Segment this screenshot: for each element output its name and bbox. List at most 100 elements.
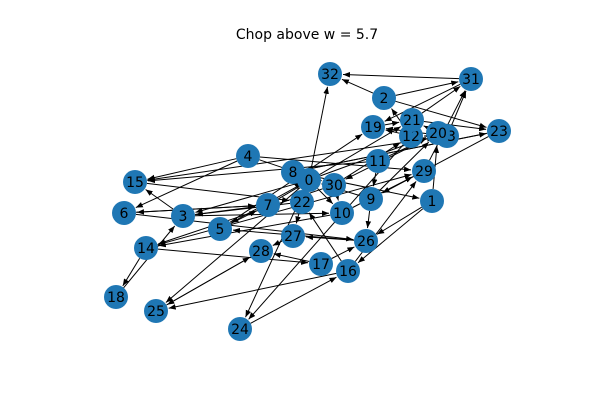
node-label-0: 0 — [305, 173, 314, 189]
node-label-25: 25 — [147, 304, 165, 320]
edge-13-31 — [451, 90, 467, 126]
node-circle-16[interactable] — [336, 259, 360, 283]
node-label-15: 15 — [126, 175, 144, 191]
node-circle-22[interactable] — [290, 190, 314, 214]
edge-31-32 — [342, 71, 460, 80]
node-label-11: 11 — [369, 154, 387, 170]
node-circle-14[interactable] — [134, 236, 158, 260]
edge-21-31 — [421, 85, 461, 114]
graph-node-2[interactable]: 2 — [372, 86, 396, 110]
graph-node-21[interactable]: 21 — [400, 108, 424, 132]
edge-4-15 — [147, 158, 237, 181]
edge-2-32 — [341, 78, 374, 94]
node-label-23: 23 — [490, 124, 508, 140]
graph-node-27[interactable]: 27 — [281, 224, 305, 248]
graph-node-8[interactable]: 8 — [281, 160, 305, 184]
edge-19-21 — [384, 120, 400, 127]
node-circle-17[interactable] — [309, 252, 333, 276]
graph-node-9[interactable]: 9 — [359, 187, 383, 211]
graph-node-3[interactable]: 3 — [171, 204, 195, 228]
node-circle-31[interactable] — [459, 67, 483, 91]
graph-node-14[interactable]: 14 — [134, 236, 158, 260]
node-circle-29[interactable] — [412, 159, 436, 183]
node-circle-10[interactable] — [330, 201, 354, 225]
node-label-27: 27 — [284, 229, 302, 245]
graph-node-23[interactable]: 23 — [487, 119, 511, 143]
edge-16-25 — [168, 272, 337, 310]
graph-node-5[interactable]: 5 — [208, 217, 232, 241]
node-circle-4[interactable] — [236, 144, 260, 168]
edge-30-10 — [333, 193, 340, 201]
graph-node-16[interactable]: 16 — [336, 259, 360, 283]
edge-14-29 — [157, 173, 412, 246]
graph-node-29[interactable]: 29 — [412, 159, 436, 183]
node-label-5: 5 — [216, 222, 225, 238]
node-circle-26[interactable] — [354, 229, 378, 253]
node-label-14: 14 — [137, 241, 155, 257]
edge-22-27 — [295, 213, 301, 224]
node-label-2: 2 — [380, 91, 389, 107]
graph-node-6[interactable]: 6 — [112, 201, 136, 225]
edge-0-10 — [317, 188, 334, 205]
node-circle-7[interactable] — [256, 193, 280, 217]
edge-14-18 — [122, 257, 141, 287]
node-circle-15[interactable] — [123, 170, 147, 194]
node-label-32: 32 — [321, 67, 339, 83]
graph-node-24[interactable]: 24 — [228, 317, 252, 341]
graph-node-26[interactable]: 26 — [354, 229, 378, 253]
graph-node-25[interactable]: 25 — [144, 299, 168, 323]
edge-16-22 — [308, 212, 342, 262]
graph-node-1[interactable]: 1 — [420, 189, 444, 213]
node-circle-3[interactable] — [171, 204, 195, 228]
node-circle-9[interactable] — [359, 187, 383, 211]
node-label-31: 31 — [462, 72, 480, 88]
edge-8-1 — [304, 174, 420, 200]
edge-9-26 — [365, 210, 372, 229]
graph-node-32[interactable]: 32 — [318, 62, 342, 86]
edge-20-21 — [423, 125, 432, 132]
node-circle-21[interactable] — [400, 108, 424, 132]
node-circle-27[interactable] — [281, 224, 305, 248]
node-circle-30[interactable] — [322, 173, 346, 197]
graph-node-28[interactable]: 28 — [249, 239, 273, 263]
node-circle-24[interactable] — [228, 317, 252, 341]
node-circle-25[interactable] — [144, 299, 168, 323]
edge-2-31 — [395, 80, 459, 96]
edge-17-26 — [331, 246, 355, 259]
edge-17-28 — [273, 252, 310, 262]
node-circle-32[interactable] — [318, 62, 342, 86]
diagram-title: Chop above w = 5.7 — [236, 27, 378, 43]
graph-node-22[interactable]: 22 — [290, 190, 314, 214]
node-circle-8[interactable] — [281, 160, 305, 184]
node-circle-19[interactable] — [361, 115, 385, 139]
edge-9-20 — [379, 141, 430, 191]
node-circle-11[interactable] — [366, 149, 390, 173]
node-label-22: 22 — [293, 195, 311, 211]
edge-2-23 — [395, 100, 487, 129]
node-circle-28[interactable] — [249, 239, 273, 263]
edge-27-28 — [272, 239, 283, 246]
node-label-24: 24 — [231, 322, 249, 338]
edge-14-17 — [157, 248, 309, 265]
graph-node-19[interactable]: 19 — [361, 115, 385, 139]
graph-node-20[interactable]: 20 — [426, 121, 450, 145]
node-circle-6[interactable] — [112, 201, 136, 225]
node-circle-20[interactable] — [426, 121, 450, 145]
graph-node-11[interactable]: 11 — [366, 149, 390, 173]
node-circle-23[interactable] — [487, 119, 511, 143]
node-circle-18[interactable] — [104, 285, 128, 309]
node-label-28: 28 — [252, 244, 270, 260]
graph-node-4[interactable]: 4 — [236, 144, 260, 168]
graph-node-18[interactable]: 18 — [104, 285, 128, 309]
graph-node-17[interactable]: 17 — [309, 252, 333, 276]
graph-node-7[interactable]: 7 — [256, 193, 280, 217]
node-circle-2[interactable] — [372, 86, 396, 110]
graph-node-30[interactable]: 30 — [322, 173, 346, 197]
node-label-19: 19 — [364, 120, 382, 136]
graph-node-31[interactable]: 31 — [459, 67, 483, 91]
node-label-16: 16 — [339, 264, 357, 280]
node-circle-5[interactable] — [208, 217, 232, 241]
node-circle-1[interactable] — [420, 189, 444, 213]
graph-node-15[interactable]: 15 — [123, 170, 147, 194]
graph-node-10[interactable]: 10 — [330, 201, 354, 225]
